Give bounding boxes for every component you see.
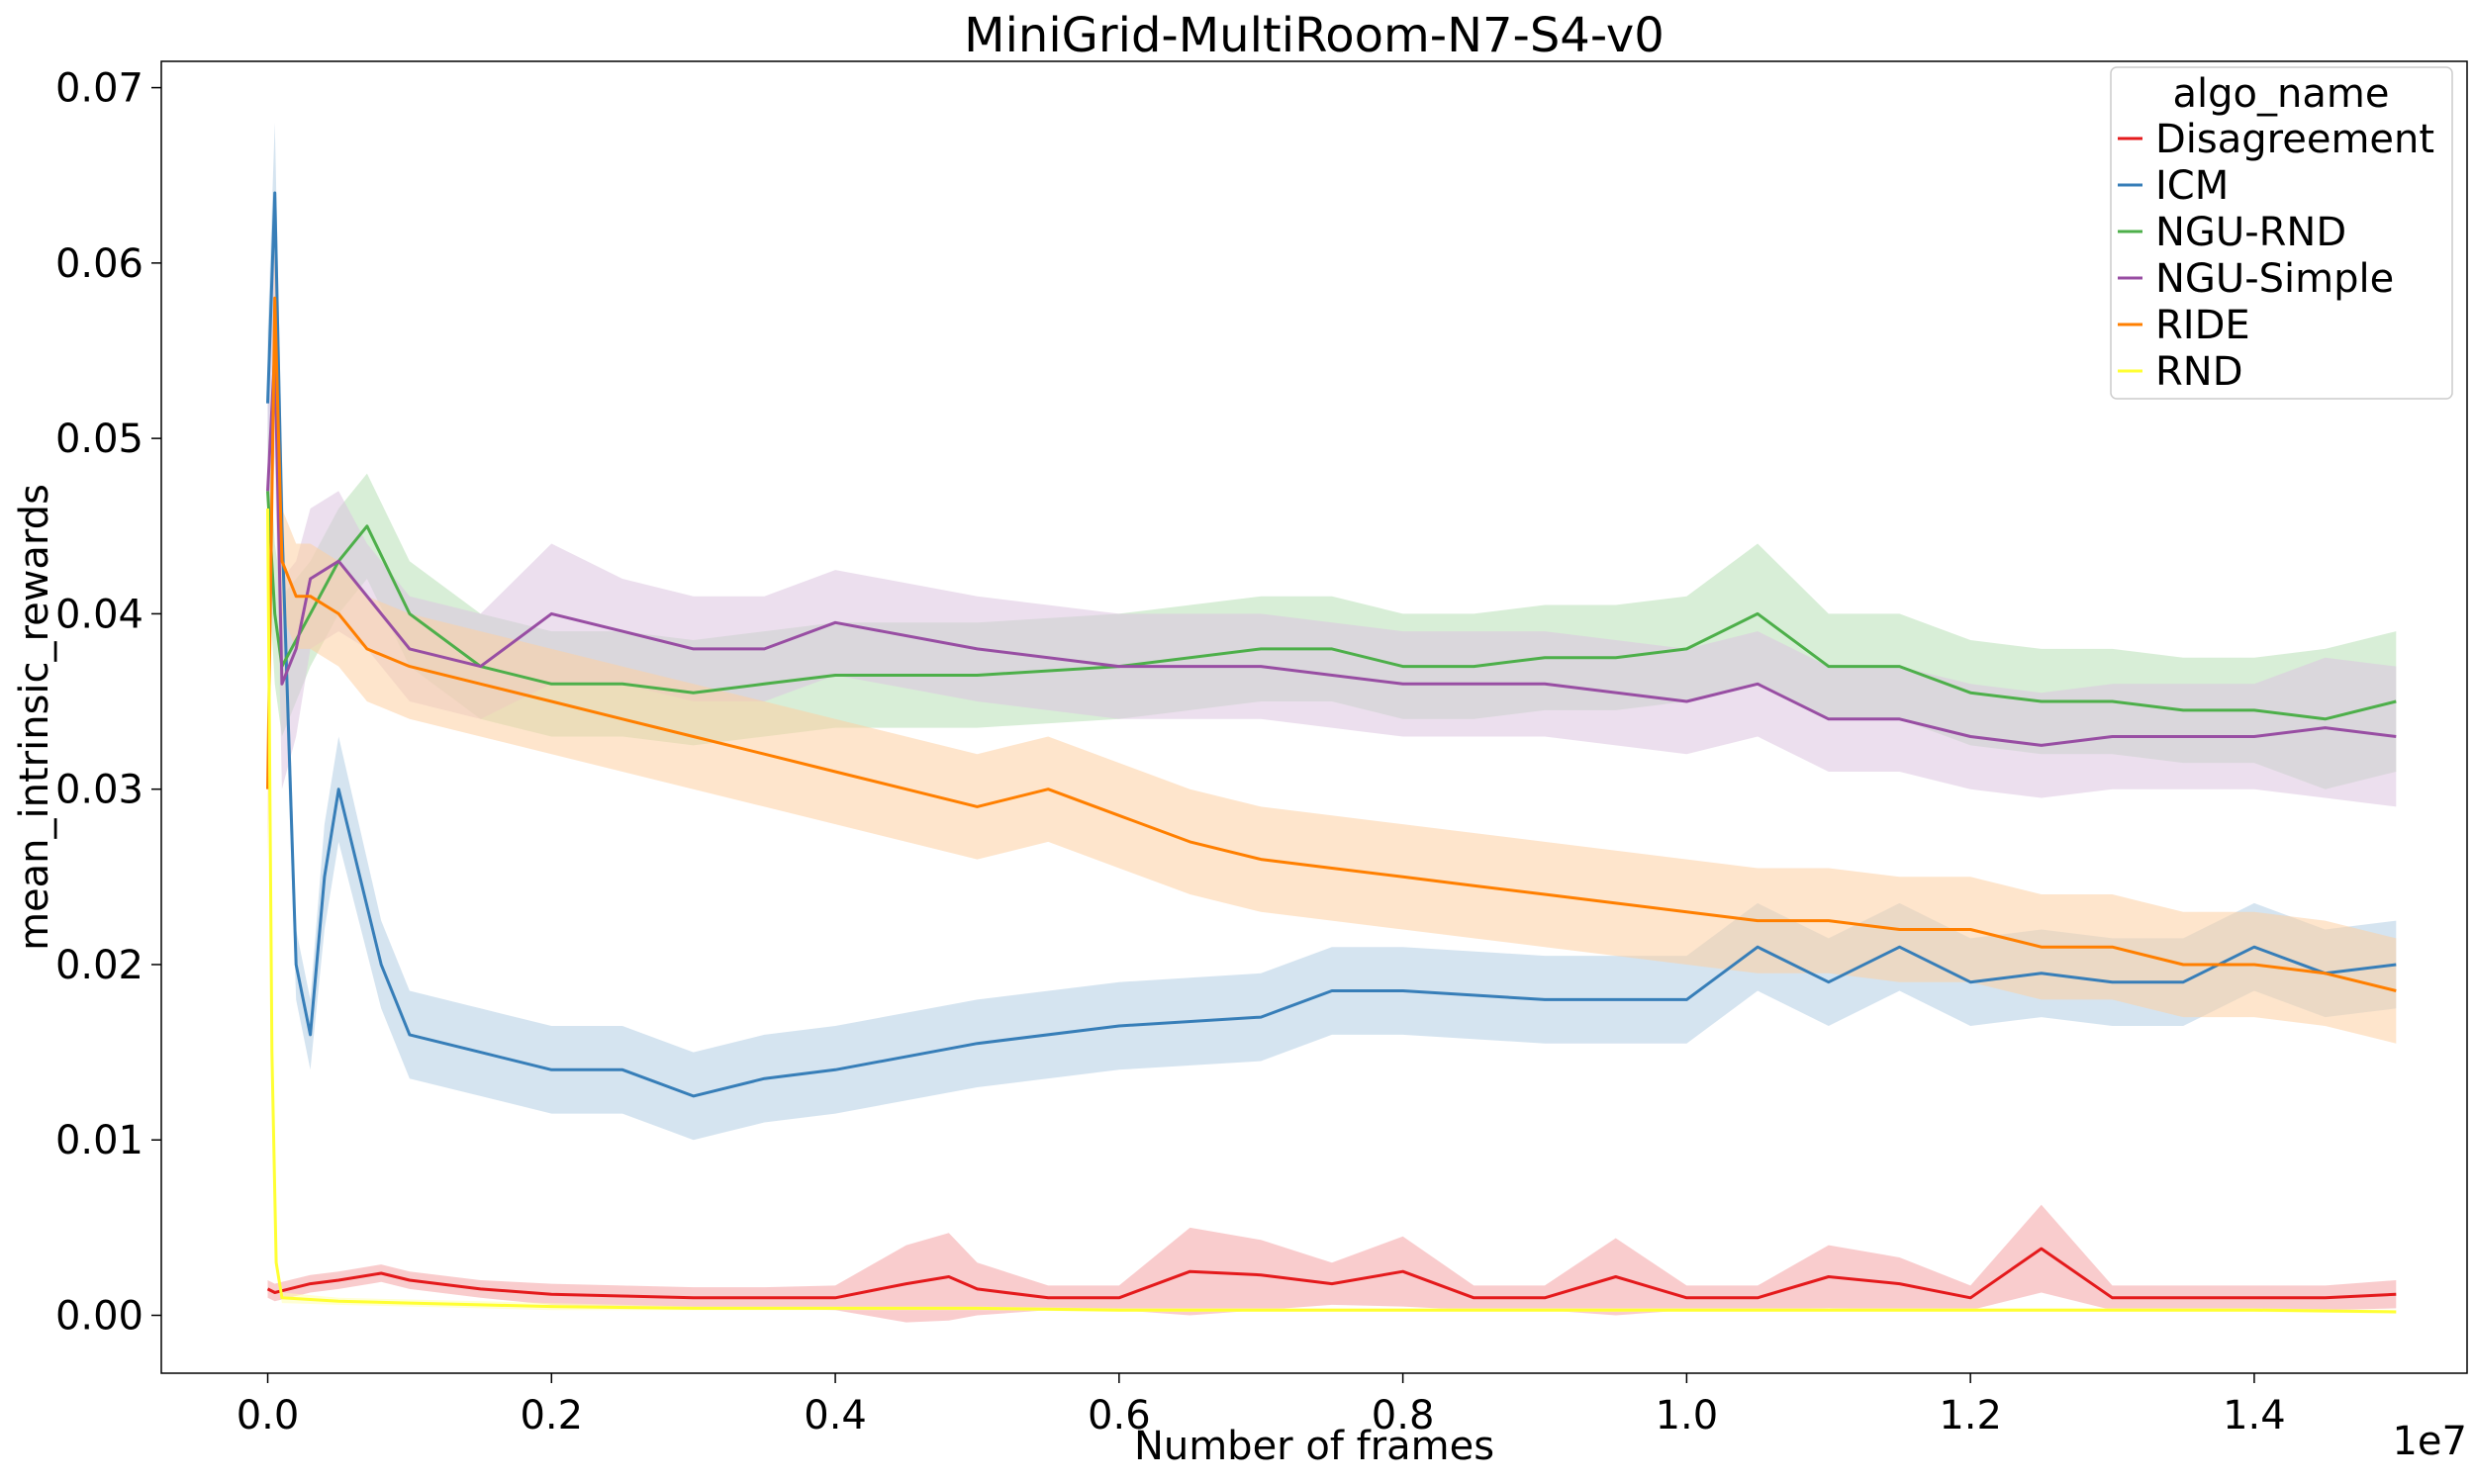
x-tick-label: 0.2 [520,1393,583,1438]
band-ngu-simple [267,245,2397,807]
y-tick-label: 0.01 [55,1118,143,1163]
legend-label-ngu-simple: NGU-Simple [2155,256,2394,302]
y-tick-label: 0.06 [55,241,143,287]
confidence-bands [267,123,2397,1323]
legend-label-rnd: RND [2155,349,2243,395]
series-line-icm [266,191,2397,1098]
series-line-disagreement [266,1247,2397,1300]
x-tick-label: 1.0 [1656,1393,1719,1438]
legend-label-icm: ICM [2155,163,2229,209]
legend-frame [2110,66,2453,400]
y-tick-label: 0.02 [55,943,143,988]
x-tick-label: 1.2 [1939,1393,2002,1438]
x-tick-label: 0.8 [1372,1393,1435,1438]
legend-label-disagreement: Disagreement [2155,117,2434,162]
band-ride [267,228,2397,1044]
x-tick-label: 1.4 [2223,1393,2286,1438]
series-line-ngu-simple [266,349,2397,747]
y-tick-label: 0.05 [55,417,143,462]
legend-label-ride: RIDE [2155,303,2250,348]
y-axis-ticks: 0.00 0.01 0.02 0.03 0.04 0.05 0.06 0.07 [55,66,161,1340]
y-tick-label: 0.07 [55,66,143,112]
x-tick-label: 0.6 [1088,1393,1151,1438]
x-tick-label: 0.4 [804,1393,867,1438]
x-axis-offset-label: 1e7 [2392,1419,2467,1464]
y-tick-label: 0.04 [55,592,143,637]
x-axis-ticks: 0.0 0.2 0.4 0.6 0.8 1.0 1.2 1.4 [237,1373,2286,1438]
chart-title: MiniGrid-MultiRoom-N7-S4-v0 [964,8,1665,63]
series-lines [266,191,2397,1314]
legend-title: algo_name [2173,71,2390,117]
x-tick-label: 0.0 [237,1393,300,1438]
band-icm [267,123,2397,1141]
series-line-rnd [266,508,2397,1314]
legend: algo_name DisagreementICMNGU-RNDNGU-Simp… [2110,66,2453,400]
y-axis-label: mean_intrinsic_rewards [12,484,57,951]
y-tick-label: 0.00 [55,1294,143,1340]
plot-frame [160,60,2468,1374]
series-line-ngu-rnd [266,491,2397,721]
y-tick-label: 0.03 [55,768,143,813]
band-disagreement [267,1204,2397,1323]
series-line-ride [266,296,2397,992]
legend-label-ngu-rnd: NGU-RND [2155,210,2346,255]
x-axis-label: Number of frames [1134,1424,1494,1469]
